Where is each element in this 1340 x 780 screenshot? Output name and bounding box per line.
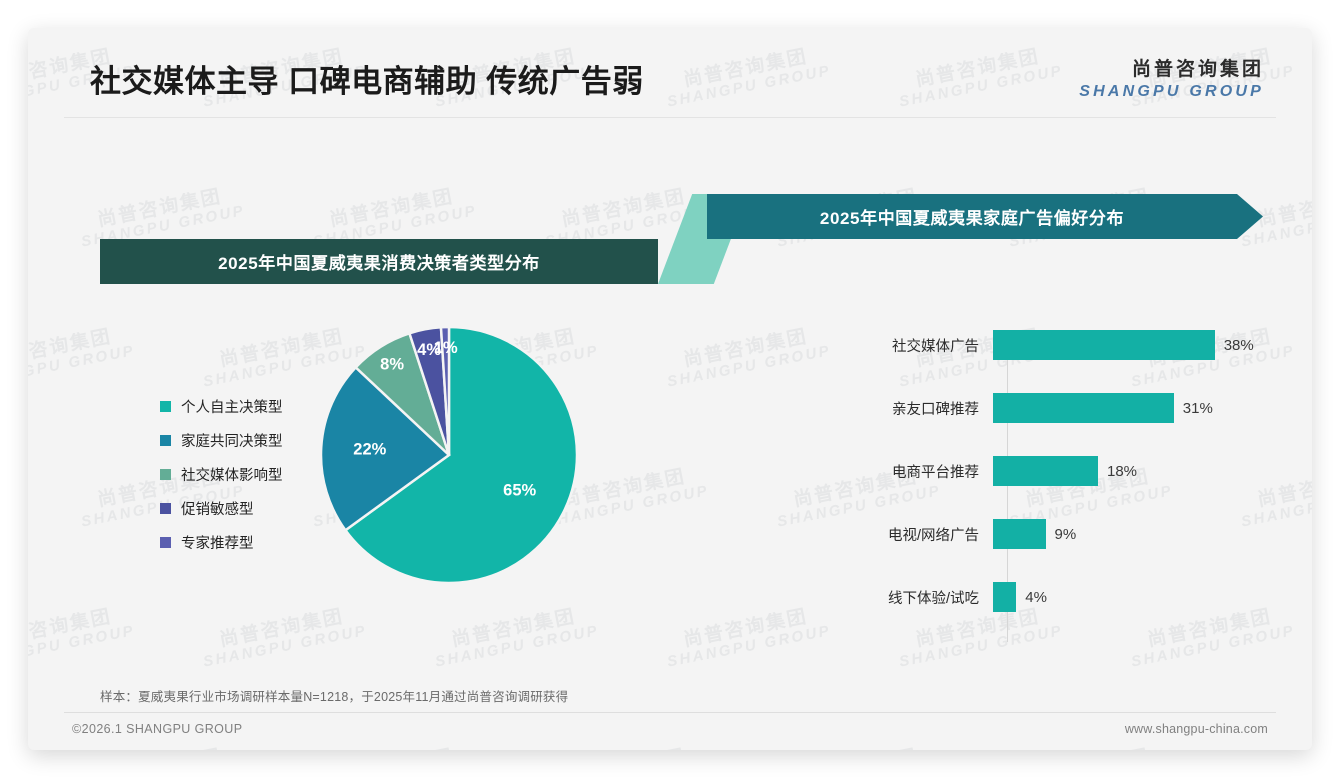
pie-legend-label: 社交媒体影响型 [181, 468, 283, 484]
bar-category-label: 电视/网络广告 [887, 527, 979, 544]
bar-track: 31% [993, 393, 1213, 423]
pie-legend-label: 促销敏感型 [181, 502, 254, 518]
pie-slice-value-label: 65% [503, 481, 536, 499]
bar-chart-row[interactable]: 电商平台推荐 18% [788, 456, 1268, 486]
bar-chart-row[interactable]: 线下体验/试吃 4% [788, 582, 1268, 612]
pie-slice-value-label: 4% [417, 341, 441, 359]
footer-divider [64, 712, 1276, 713]
bar-fill[interactable] [993, 330, 1215, 360]
pie-slice[interactable] [343, 326, 578, 584]
pie-slice-value-label: 1% [434, 339, 458, 357]
bar-category-label: 社交媒体广告 [892, 338, 979, 355]
pie-legend-label: 家庭共同决策型 [181, 434, 283, 450]
bar-category-label: 亲友口碑推荐 [892, 401, 979, 418]
bar-fill[interactable] [993, 582, 1017, 612]
pie-slice[interactable] [320, 365, 451, 532]
logo-en-text: SHANGPU GROUP [1079, 83, 1264, 100]
pie-legend: 个人自主决策型 家庭共同决策型 社交媒体影响型 促销敏感型专家推荐型 [160, 396, 283, 566]
pie-slice[interactable] [439, 326, 451, 456]
bar-track: 18% [993, 456, 1137, 486]
legend-swatch-icon [160, 503, 171, 514]
chart-banner-left: 2025年中国夏威夷果消费决策者类型分布 [100, 239, 658, 284]
page-title: 社交媒体主导 口碑电商辅助 传统广告弱 [90, 64, 644, 99]
bar-track: 38% [993, 330, 1254, 360]
footer-copyright: ©2026.1 SHANGPU GROUP [72, 722, 243, 736]
bar-fill[interactable] [993, 519, 1046, 549]
bar-category-label: 线下体验/试吃 [887, 590, 979, 607]
legend-swatch-icon [160, 537, 171, 548]
pie-slice-value-label: 8% [380, 356, 404, 374]
slide-card: 尚普咨询集团 SHANGPU GROUP 尚普咨询集团 SHANGPU GROUP 尚普… [28, 28, 1312, 750]
pie-chart: 65% 22% 8% 4% 1% [320, 326, 578, 584]
pie-chart-panel: 个人自主决策型 家庭共同决策型 社交媒体影响型 促销敏感型专家推荐型 65% 22% 8%… [100, 318, 660, 648]
bar-track: 9% [993, 519, 1076, 549]
chart-banner-right-label: 2025年中国夏威夷果家庭广告偏好分布 [819, 209, 1125, 228]
bar-value-label: 38% [1223, 336, 1254, 354]
pie-chart-svg: 65% 22% 8% 4%1% [320, 326, 578, 584]
pie-legend-item[interactable]: 家庭共同决策型 [160, 430, 283, 451]
pie-legend-item[interactable]: 个人自主决策型 [160, 396, 283, 417]
pie-legend-label: 个人自主决策型 [181, 400, 283, 416]
bar-value-label: 18% [1107, 462, 1138, 480]
pie-legend-item[interactable]: 专家推荐型 [160, 532, 283, 553]
bar-track: 4% [993, 582, 1047, 612]
footer-website: www.shangpu-china.com [1124, 722, 1268, 736]
bar-chart-axis-line [1007, 330, 1008, 642]
bar-value-label: 9% [1054, 525, 1077, 543]
bar-fill[interactable] [993, 393, 1174, 423]
bar-chart-panel: 社交媒体广告 38% 亲友口碑推荐 31% 电商平台推荐 18% 电视/网络广告 9% 线下体验… [788, 320, 1268, 650]
bar-value-label: 31% [1182, 399, 1213, 417]
legend-swatch-icon [160, 435, 171, 446]
pie-slice-value-label: 22% [353, 440, 386, 458]
chart-banner-right: 2025年中国夏威夷果家庭广告偏好分布 [707, 194, 1263, 239]
bar-chart-row[interactable]: 电视/网络广告 9% [788, 519, 1268, 549]
logo-cn-text: 尚普咨询集团 [1131, 59, 1264, 80]
bar-fill[interactable] [993, 456, 1098, 486]
slide-header: 社交媒体主导 口碑电商辅助 传统广告弱 尚普咨询集团 SHANGPU GROUP [28, 28, 1312, 118]
bar-category-label: 电商平台推荐 [892, 464, 979, 481]
bar-value-label: 4% [1025, 588, 1047, 606]
pie-legend-label: 专家推荐型 [181, 536, 254, 552]
pie-legend-item[interactable]: 促销敏感型 [160, 498, 283, 519]
bar-chart-row[interactable]: 亲友口碑推荐 31% [788, 393, 1268, 423]
legend-swatch-icon [160, 469, 171, 480]
brand-logo: 尚普咨询集团 SHANGPU GROUP [1079, 54, 1264, 101]
header-divider [64, 117, 1276, 118]
pie-legend-item[interactable]: 社交媒体影响型 [160, 464, 283, 485]
source-footnote: 样本：夏威夷果行业市场调研样本量N=1218，于2025年11月通过尚普咨询调研… [100, 690, 569, 704]
chart-banner-left-label: 2025年中国夏威夷果消费决策者类型分布 [218, 254, 540, 273]
legend-swatch-icon [160, 401, 171, 412]
bar-chart-row[interactable]: 社交媒体广告 38% [788, 330, 1268, 360]
